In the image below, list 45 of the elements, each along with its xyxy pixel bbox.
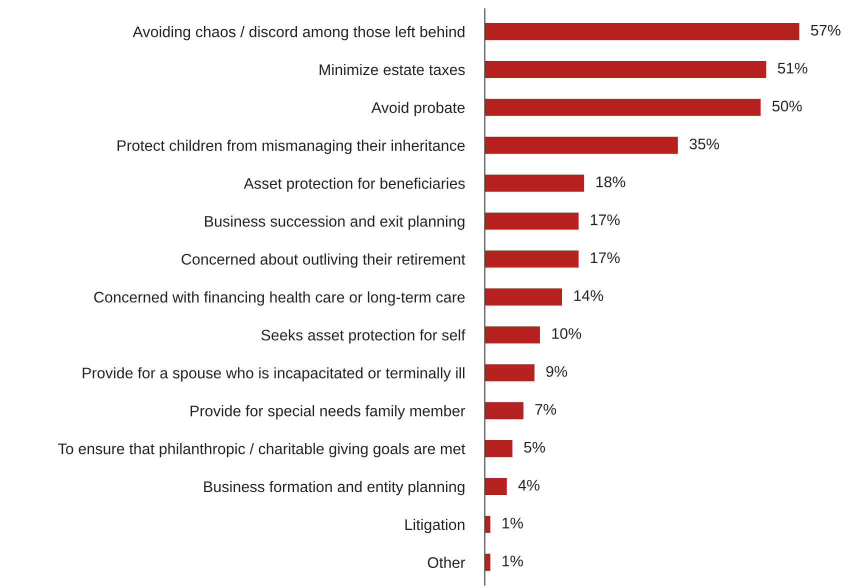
y-tick-label: Concerned about outliving their retirement bbox=[182, 253, 466, 268]
data-label: 17% bbox=[590, 214, 620, 226]
data-label: 10% bbox=[552, 328, 582, 339]
y-tick-label: Business formation and entity planning bbox=[204, 480, 464, 496]
bar bbox=[484, 174, 584, 192]
bar bbox=[484, 364, 534, 382]
data-label: 1% bbox=[502, 518, 523, 528]
y-tick-label: Litigation bbox=[405, 518, 464, 534]
bar bbox=[484, 402, 524, 420]
data-label: 51% bbox=[778, 62, 808, 74]
bar bbox=[484, 23, 800, 40]
y-tick-label: Avoid probate bbox=[371, 102, 465, 116]
bar bbox=[484, 326, 540, 344]
data-label: 5% bbox=[524, 442, 546, 453]
y-tick-label: Asset protection for beneficiaries bbox=[244, 178, 465, 192]
data-label: 17% bbox=[590, 252, 620, 264]
y-tick-label: To ensure that philanthropic / charitable giving goals are met bbox=[58, 443, 466, 458]
y-tick-label: Protect children from mismanaging their inheritance bbox=[118, 140, 465, 154]
y-tick-label: Provide for special needs family member bbox=[190, 405, 466, 420]
data-label: 35% bbox=[690, 138, 720, 150]
y-tick-label: Concerned with financing health care or long-term care bbox=[94, 291, 465, 306]
y-tick-label: Provide for a spouse who is incapacitated or terminally ill bbox=[82, 367, 464, 382]
data-label: 14% bbox=[574, 290, 604, 301]
data-label: 18% bbox=[596, 176, 626, 188]
bar bbox=[484, 136, 678, 154]
y-tick-label: Avoiding chaos / discord among those left behind bbox=[132, 26, 464, 40]
y-tick-label: Business succession and exit planning bbox=[205, 216, 464, 230]
data-label: 50% bbox=[772, 100, 802, 112]
bar bbox=[484, 554, 490, 571]
y-tick-label: Other bbox=[428, 556, 466, 568]
bar bbox=[484, 98, 761, 116]
bar bbox=[484, 440, 512, 458]
data-label: 7% bbox=[535, 404, 556, 415]
y-tick-label: Seeks asset protection for self bbox=[261, 329, 466, 344]
bar bbox=[484, 60, 766, 78]
data-label: 1% bbox=[502, 556, 523, 566]
data-label: 4% bbox=[518, 480, 540, 491]
bar bbox=[484, 250, 579, 268]
bar bbox=[484, 212, 579, 230]
data-label: 57% bbox=[811, 24, 840, 36]
y-tick-label: Minimize estate taxes bbox=[320, 64, 465, 76]
bar bbox=[484, 288, 562, 306]
bar bbox=[484, 516, 490, 533]
bar bbox=[484, 478, 507, 496]
data-label: 9% bbox=[546, 366, 568, 377]
